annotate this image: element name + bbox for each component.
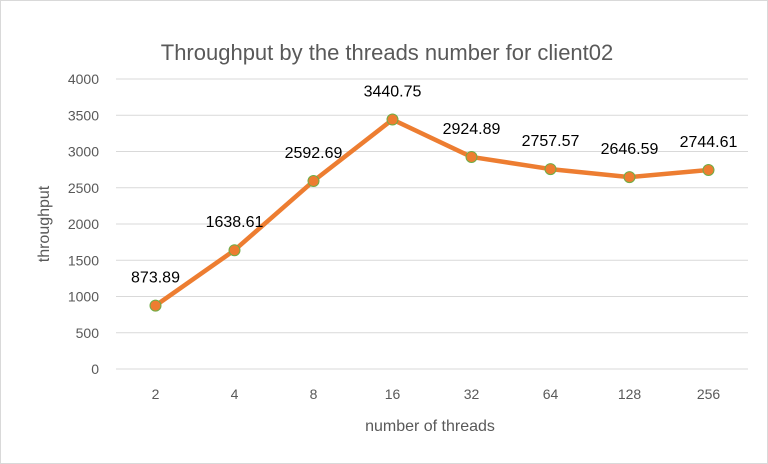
data-label: 2592.69: [285, 145, 343, 162]
data-point: [623, 171, 636, 184]
data-label: 2924.89: [443, 121, 501, 138]
y-tick-label: 3500: [68, 107, 99, 123]
y-tick-label: 500: [76, 325, 100, 341]
data-point: [702, 164, 715, 177]
data-label: 1638.61: [206, 214, 264, 231]
x-tick-label: 256: [697, 386, 721, 402]
x-axis-label: number of threads: [365, 418, 495, 435]
data-point: [386, 113, 399, 126]
y-tick-label: 0: [91, 361, 99, 377]
x-tick-label: 32: [464, 386, 480, 402]
y-tick-label: 1500: [68, 252, 99, 268]
gridlines: [116, 78, 748, 370]
data-point: [228, 244, 241, 257]
chart-title: Throughput by the threads number for cli…: [161, 40, 614, 65]
y-tick-label: 4000: [68, 71, 99, 87]
y-axis-ticks: 0 500 1000 1500 2000 2500 3000 3500 4000: [68, 71, 99, 377]
x-tick-label: 64: [543, 386, 559, 402]
x-axis-ticks: 2 4 8 16 32 64 128 256: [152, 386, 721, 402]
x-tick-label: 2: [152, 386, 160, 402]
y-axis-label: throughput: [36, 185, 53, 262]
x-tick-label: 128: [618, 386, 642, 402]
data-point: [149, 299, 162, 312]
y-tick-label: 1000: [68, 289, 99, 305]
y-tick-label: 2000: [68, 216, 99, 232]
data-label: 2757.57: [522, 133, 580, 150]
x-tick-label: 4: [231, 386, 239, 402]
data-point: [307, 175, 320, 188]
data-label: 2744.61: [680, 134, 738, 151]
x-tick-label: 8: [310, 386, 318, 402]
data-point: [465, 150, 478, 163]
data-label: 2646.59: [601, 141, 659, 158]
series-line: [153, 117, 711, 308]
y-tick-label: 2500: [68, 180, 99, 196]
x-tick-label: 16: [385, 386, 401, 402]
data-label: 3440.75: [364, 84, 422, 101]
data-point: [544, 163, 557, 176]
y-tick-label: 3000: [68, 144, 99, 160]
data-labels: 873.89 1638.61 2592.69 3440.75 2924.89 2757.5…: [131, 84, 737, 287]
series-group: [149, 113, 715, 312]
data-label: 873.89: [131, 270, 180, 287]
